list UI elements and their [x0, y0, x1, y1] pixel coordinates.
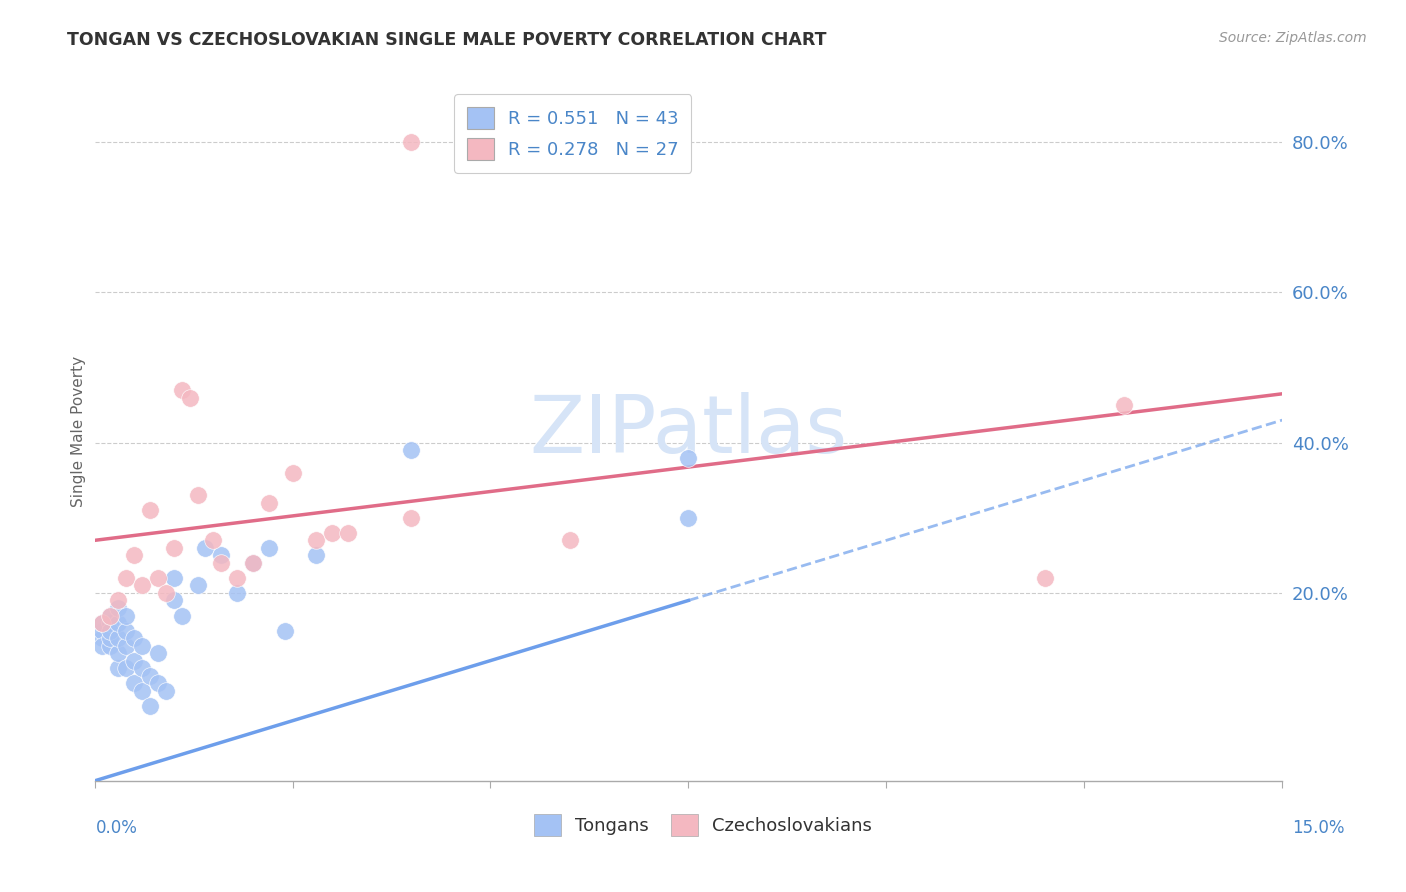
- Point: [163, 593, 186, 607]
- Point: [107, 593, 129, 607]
- Point: [155, 683, 177, 698]
- Point: [115, 624, 138, 638]
- Point: [179, 391, 201, 405]
- Y-axis label: Single Male Poverty: Single Male Poverty: [72, 356, 86, 507]
- Point: [115, 639, 138, 653]
- Point: [186, 578, 208, 592]
- Point: [242, 556, 264, 570]
- Text: TONGAN VS CZECHOSLOVAKIAN SINGLE MALE POVERTY CORRELATION CHART: TONGAN VS CZECHOSLOVAKIAN SINGLE MALE PO…: [67, 31, 827, 49]
- Point: [226, 571, 249, 585]
- Point: [139, 698, 162, 713]
- Point: [202, 533, 225, 548]
- Point: [139, 503, 162, 517]
- Point: [209, 549, 232, 563]
- Point: [305, 533, 328, 548]
- Point: [146, 646, 169, 660]
- Point: [122, 654, 145, 668]
- Point: [257, 541, 280, 555]
- Point: [122, 631, 145, 645]
- Point: [163, 541, 186, 555]
- Point: [100, 615, 122, 630]
- Point: [1112, 398, 1135, 412]
- Point: [100, 608, 122, 623]
- Point: [226, 586, 249, 600]
- Point: [122, 549, 145, 563]
- Point: [131, 661, 153, 675]
- Point: [257, 496, 280, 510]
- Point: [107, 615, 129, 630]
- Point: [122, 676, 145, 690]
- Point: [163, 571, 186, 585]
- Point: [186, 488, 208, 502]
- Point: [281, 466, 304, 480]
- Point: [1033, 571, 1056, 585]
- Point: [305, 549, 328, 563]
- Point: [678, 450, 700, 465]
- Point: [209, 556, 232, 570]
- Point: [336, 525, 359, 540]
- Point: [100, 608, 122, 623]
- Point: [170, 383, 193, 397]
- Point: [100, 639, 122, 653]
- Point: [115, 571, 138, 585]
- Point: [100, 624, 122, 638]
- Point: [678, 511, 700, 525]
- Point: [139, 668, 162, 682]
- Point: [131, 683, 153, 698]
- Legend: R = 0.551   N = 43, R = 0.278   N = 27: R = 0.551 N = 43, R = 0.278 N = 27: [454, 95, 692, 173]
- Point: [131, 578, 153, 592]
- Point: [107, 631, 129, 645]
- Point: [170, 608, 193, 623]
- Point: [558, 533, 581, 548]
- Point: [107, 646, 129, 660]
- Point: [107, 661, 129, 675]
- Point: [91, 615, 114, 630]
- Point: [401, 135, 423, 149]
- Point: [273, 624, 295, 638]
- Point: [401, 443, 423, 458]
- Point: [155, 586, 177, 600]
- Point: [146, 676, 169, 690]
- Point: [91, 615, 114, 630]
- Point: [194, 541, 217, 555]
- Point: [131, 639, 153, 653]
- Text: ZIPatlas: ZIPatlas: [529, 392, 848, 470]
- Point: [321, 525, 343, 540]
- Point: [91, 639, 114, 653]
- Point: [242, 556, 264, 570]
- Point: [146, 571, 169, 585]
- Point: [401, 511, 423, 525]
- Point: [115, 661, 138, 675]
- Point: [91, 624, 114, 638]
- Text: 0.0%: 0.0%: [96, 819, 138, 837]
- Point: [100, 631, 122, 645]
- Point: [115, 608, 138, 623]
- Point: [107, 601, 129, 615]
- Text: Source: ZipAtlas.com: Source: ZipAtlas.com: [1219, 31, 1367, 45]
- Text: 15.0%: 15.0%: [1292, 819, 1344, 837]
- Point: [91, 631, 114, 645]
- Legend: Tongans, Czechoslovakians: Tongans, Czechoslovakians: [527, 806, 879, 843]
